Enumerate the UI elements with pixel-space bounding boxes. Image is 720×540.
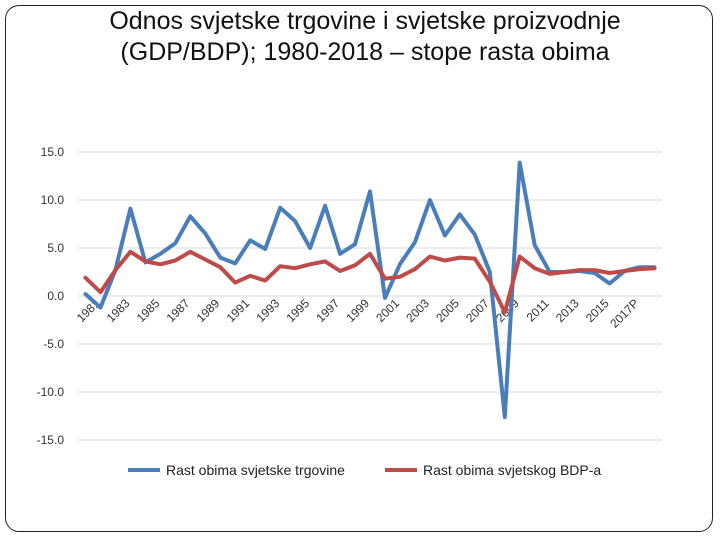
x-tick-label: 2011: [524, 296, 552, 324]
x-tick-label: 1981: [74, 296, 103, 325]
series-line-gdp: [83, 249, 657, 315]
x-tick-label: 1989: [194, 296, 223, 325]
y-tick-label: 0.0: [47, 289, 64, 303]
series-line-trade: [83, 160, 657, 419]
x-tick-label: 2013: [553, 296, 582, 325]
chart-title: Odnos svjetske trgovine i svjetske proiz…: [109, 7, 621, 66]
x-tick-label: 2005: [433, 296, 462, 325]
legend-label: Rast obima svjetskog BDP-a: [423, 462, 601, 478]
x-tick-label: 1997: [313, 296, 342, 325]
x-tick-label: 1987: [164, 296, 193, 325]
y-tick-label: -10.0: [37, 385, 65, 399]
y-tick-label: 10.0: [41, 193, 65, 207]
x-tick-label: 1985: [134, 296, 163, 325]
y-tick-label: 15.0: [41, 145, 65, 159]
x-tick-label: 1993: [253, 296, 282, 325]
x-tick-label: 1991: [224, 296, 253, 325]
x-tick-label: 2007: [463, 296, 492, 325]
x-tick-label: 1995: [283, 296, 312, 325]
x-tick-label: 2001: [373, 296, 402, 325]
y-tick-label: 5.0: [47, 241, 64, 255]
y-tick-label: -5.0: [43, 337, 64, 351]
x-tick-label: 1999: [343, 296, 372, 325]
x-tick-label: 1983: [104, 296, 133, 325]
x-tick-label: 2017P: [607, 296, 641, 330]
y-tick-label: -15.0: [37, 433, 65, 447]
legend-label: Rast obima svjetske trgovine: [166, 462, 345, 478]
x-tick-label: 2003: [403, 296, 432, 325]
